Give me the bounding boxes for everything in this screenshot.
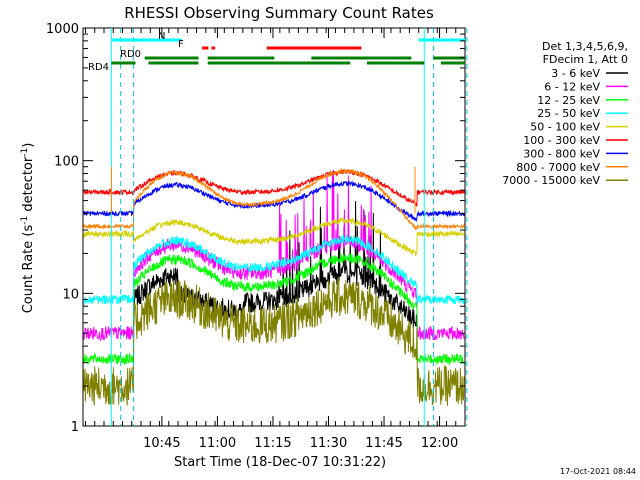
- legend-label: 6 - 12 keV: [544, 80, 600, 93]
- legend-label: 25 - 50 keV: [537, 107, 600, 120]
- series-line-3: [83, 234, 465, 306]
- legend: Det 1,3,4,5,6,9, FDecim 1, Att 0 3 - 6 k…: [502, 40, 628, 187]
- y-tick-label: 1000: [46, 22, 79, 37]
- series-line-2: [83, 253, 465, 366]
- legend-label: 800 - 7000 keV: [516, 161, 600, 174]
- y-tick-label: 10: [62, 287, 79, 302]
- legend-label: 300 - 800 keV: [523, 147, 600, 160]
- flag-label-f: F: [178, 39, 184, 50]
- legend-label: 12 - 25 keV: [537, 94, 600, 107]
- series-layer: [83, 28, 468, 426]
- flag-label-rd4: RD4: [88, 62, 109, 73]
- footer-date: 17-Oct-2021 08:44: [560, 467, 636, 476]
- chart-title: RHESSI Observing Summary Count Rates: [124, 4, 434, 22]
- plot-area: NFRD0RD4 110100100010:4511:0011:1511:301…: [46, 22, 468, 451]
- series-line-4: [83, 217, 465, 257]
- x-tick-label: 11:30: [310, 436, 347, 451]
- y-tick-label: 1: [71, 420, 79, 435]
- series-line-8: [83, 277, 465, 406]
- tick-layer: 1 10 100 1000 10:45 11:00 11:15 11:30 11:45 12:00: [46, 22, 465, 451]
- series-line-5: [83, 168, 465, 207]
- x-tick-label: 11:15: [254, 436, 291, 451]
- legend-header-1: Det 1,3,4,5,6,9,: [542, 40, 628, 53]
- legend-label: 50 - 100 keV: [530, 121, 600, 134]
- x-tick-label: 12:00: [421, 436, 458, 451]
- x-tick-label: 10:45: [143, 436, 180, 451]
- y-tick-label: 100: [54, 155, 79, 170]
- y-axis-label: Count Rate (s-1 detector-1): [20, 143, 36, 314]
- flag-layer: NFRD0RD4: [88, 31, 465, 73]
- x-axis-label: Start Time (18-Dec-07 10:31:22): [174, 455, 386, 470]
- plot-frame: [82, 27, 466, 427]
- legend-label: 7000 - 15000 keV: [502, 174, 600, 187]
- legend-header-2: FDecim 1, Att 0: [543, 53, 628, 66]
- legend-label: 100 - 300 keV: [523, 134, 600, 147]
- flag-label-rd0: RD0: [120, 49, 141, 60]
- series-line-7: [83, 167, 465, 231]
- x-tick-label: 11:00: [199, 436, 236, 451]
- legend-label: 3 - 6 keV: [551, 67, 600, 80]
- x-tick-label: 11:45: [365, 436, 402, 451]
